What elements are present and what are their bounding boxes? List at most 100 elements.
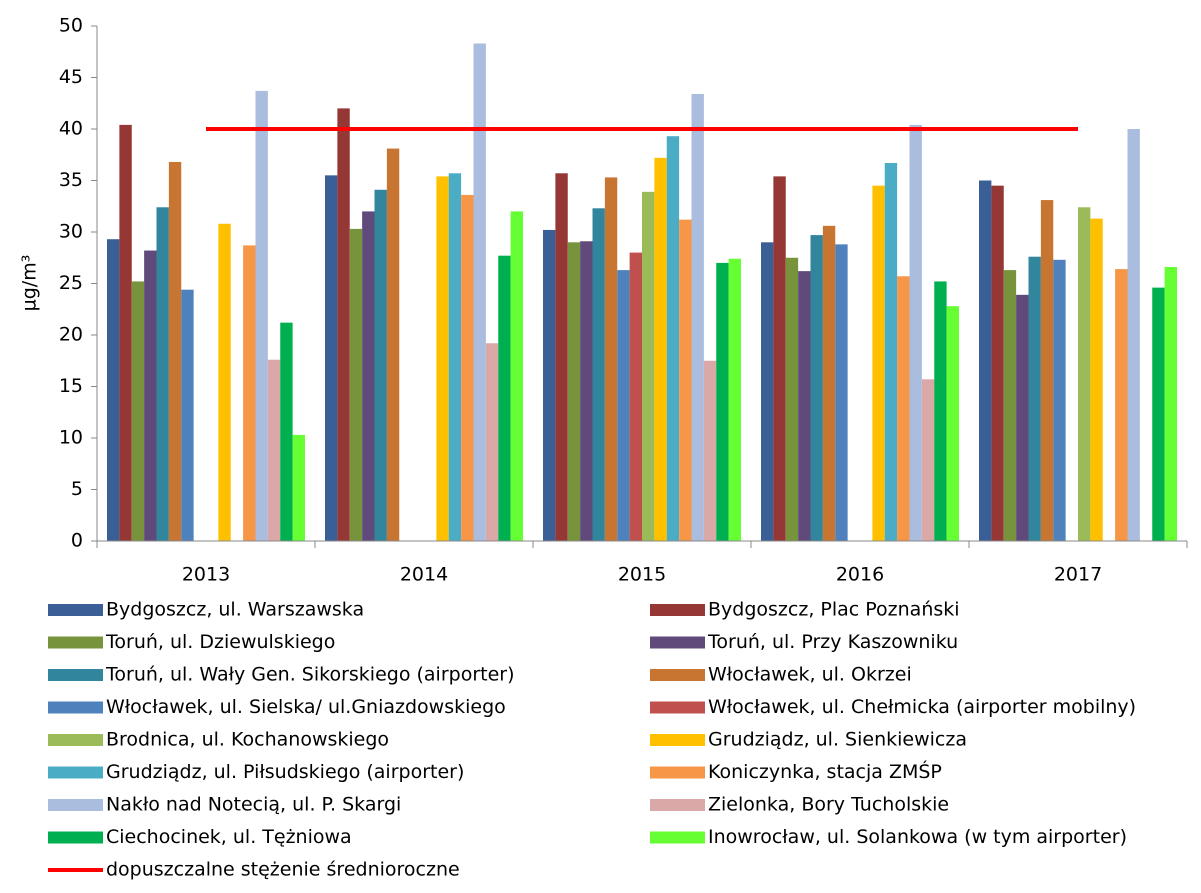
bar (761, 242, 774, 542)
bar (436, 176, 449, 541)
bar (555, 173, 568, 542)
bar (872, 185, 885, 541)
bar (580, 241, 593, 541)
bar (543, 229, 556, 541)
bar (991, 185, 1004, 541)
bar (909, 124, 922, 541)
bar (604, 177, 618, 541)
bar (144, 250, 157, 542)
legend-swatch (650, 766, 705, 779)
bar (181, 289, 194, 541)
bar (473, 43, 486, 541)
legend-label: Inowrocław, ul. Solankowa (w tym airport… (708, 826, 1127, 848)
bar (979, 180, 992, 541)
legend-label: Toruń, ul. Przy Kaszowniku (707, 631, 958, 653)
legend-swatch (650, 799, 705, 811)
legend-swatch (48, 831, 103, 844)
bar (703, 360, 717, 541)
bar (728, 258, 741, 541)
bar (1090, 218, 1103, 542)
bar (1127, 129, 1140, 541)
legend-swatch (650, 734, 705, 746)
bar (362, 211, 375, 541)
x-tick-label: 2013 (182, 564, 230, 586)
bar (654, 157, 667, 541)
x-tick-label: 2017 (1054, 564, 1102, 586)
bar (131, 281, 145, 541)
legend-swatch (48, 734, 103, 746)
bar (107, 239, 120, 541)
bar (946, 306, 959, 541)
bar (1164, 267, 1177, 541)
bar (666, 136, 680, 541)
bar (629, 252, 642, 541)
y-axis-label: µg/m³ (19, 255, 41, 312)
legend-swatch (48, 766, 103, 779)
legend-label: Brodnica, ul. Kochanowskiego (106, 729, 389, 751)
x-tick-label: 2015 (618, 564, 666, 586)
bar (1115, 269, 1128, 541)
bar (716, 262, 729, 541)
legend-label: Grudziądz, ul. Piłsudskiego (airporter) (106, 761, 464, 783)
y-tick-label: 30 (59, 221, 83, 243)
legend-label: Włocławek, ul. Okrzei (708, 664, 912, 686)
legend-label: dopuszczalne stężenie średnioroczne (106, 859, 460, 881)
bar (773, 176, 786, 541)
legend-swatch (650, 831, 705, 844)
y-tick-label: 45 (59, 66, 83, 88)
y-tick-label: 40 (59, 118, 83, 140)
y-tick-label: 35 (59, 169, 83, 191)
bar (386, 148, 400, 541)
bar (1016, 294, 1029, 541)
bar (1040, 200, 1054, 541)
y-tick-label: 20 (59, 324, 83, 346)
bar (156, 207, 169, 541)
legend-label: Włocławek, ul. Sielska/ ul.Gniazdowskieg… (106, 696, 506, 718)
bar (567, 242, 581, 542)
bar (485, 343, 499, 541)
legend-swatch (650, 604, 705, 616)
bar (1078, 207, 1091, 541)
bar (1053, 259, 1066, 541)
bar (267, 359, 281, 541)
bar (679, 219, 692, 541)
legend-label: Bydgoszcz, ul. Warszawska (106, 599, 364, 621)
legend-swatch (650, 701, 705, 714)
legend-label: Nakło nad Notecią, ul. P. Skargi (106, 794, 401, 816)
bar (642, 191, 655, 541)
y-tick-label: 0 (71, 530, 83, 552)
bar (835, 244, 848, 542)
legend-label: Ciechocinek, ul. Tężniowa (106, 826, 352, 848)
legend-label: Zielonka, Bory Tucholskie (708, 794, 949, 816)
bar (349, 228, 363, 541)
bar (374, 189, 387, 541)
bar (1003, 270, 1017, 541)
bar (617, 270, 630, 541)
legend-label: Grudziądz, ul. Sienkiewicza (708, 729, 967, 751)
legend-swatch (48, 604, 103, 616)
legend-label: Włocławek, ul. Chełmicka (airporter mobi… (708, 696, 1136, 718)
bar (448, 173, 462, 542)
bar (897, 276, 910, 541)
bar (243, 245, 256, 541)
bar (691, 93, 704, 541)
bar (1152, 287, 1165, 541)
y-tick-label: 50 (59, 15, 83, 37)
bar (785, 257, 799, 541)
bar (280, 322, 293, 541)
bar (325, 175, 338, 541)
bar (498, 255, 511, 541)
legend-swatch (650, 636, 705, 649)
bar (337, 108, 350, 542)
legend-swatch (48, 701, 103, 714)
y-tick-label: 5 (71, 478, 83, 500)
bar (592, 208, 605, 541)
y-tick-label: 15 (59, 375, 83, 397)
bar (798, 271, 811, 541)
bar (921, 379, 935, 541)
legend-swatch (48, 669, 103, 681)
x-tick-label: 2014 (400, 564, 448, 586)
bar (822, 225, 836, 541)
bar (1028, 256, 1041, 541)
